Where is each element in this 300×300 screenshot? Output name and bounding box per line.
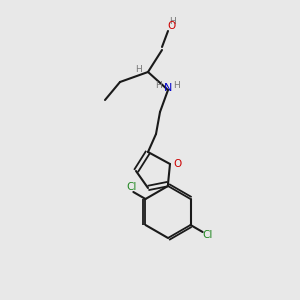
Text: O: O: [167, 21, 175, 31]
Text: H: H: [156, 82, 162, 91]
Text: H: H: [169, 16, 176, 26]
Text: H: H: [174, 82, 180, 91]
Text: O: O: [174, 159, 182, 169]
Text: N: N: [164, 83, 172, 93]
Text: Cl: Cl: [126, 182, 136, 192]
Text: H: H: [135, 64, 141, 74]
Text: Cl: Cl: [202, 230, 213, 240]
